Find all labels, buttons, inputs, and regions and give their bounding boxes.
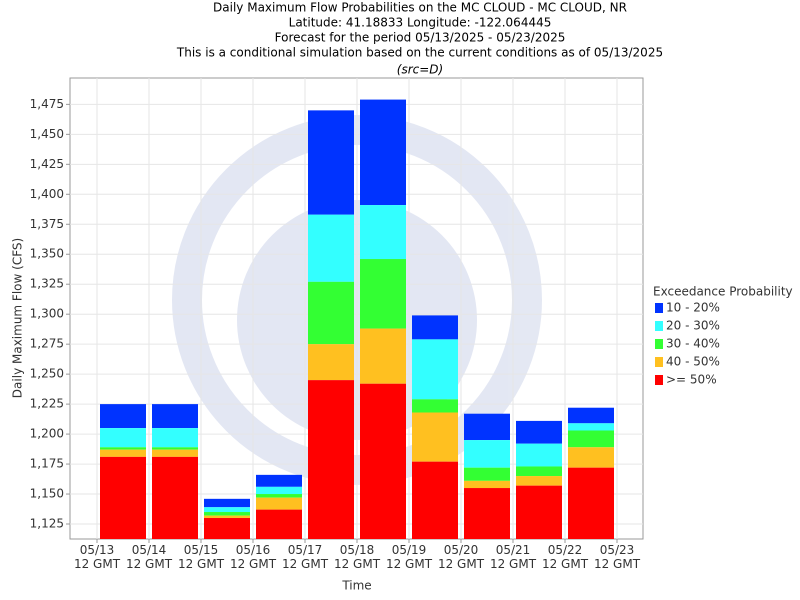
y-tick-label: 1,275 xyxy=(30,337,64,351)
legend-label: 20 - 30% xyxy=(666,319,720,333)
bar-segment xyxy=(360,205,406,260)
x-tick-label: 05/23 12 GMT xyxy=(594,543,641,571)
y-tick-label: 1,250 xyxy=(30,367,64,381)
y-tick-label: 1,400 xyxy=(30,187,64,201)
legend-label: >= 50% xyxy=(666,373,717,387)
bar-segment xyxy=(256,494,302,498)
bar-segment xyxy=(308,281,354,345)
bar-segment xyxy=(360,259,406,329)
legend-swatch xyxy=(655,339,663,349)
bar-segment xyxy=(464,440,510,468)
bar-segment xyxy=(568,467,614,539)
bar-segment xyxy=(412,399,458,413)
bar-segment xyxy=(256,474,302,487)
bar-segment xyxy=(412,339,458,400)
x-tick-label: 05/15 12 GMT xyxy=(178,543,225,571)
bar-segment xyxy=(464,480,510,489)
bar-segment xyxy=(568,447,614,468)
bar-segment xyxy=(516,476,562,486)
bar-segment xyxy=(100,428,146,448)
bar-segment xyxy=(308,344,354,381)
bar-segment xyxy=(152,447,198,450)
x-tick-label: 05/21 12 GMT xyxy=(490,543,537,571)
bar-segment xyxy=(568,430,614,448)
bar-segment xyxy=(256,497,302,510)
chart-title: Forecast for the period 05/13/2025 - 05/… xyxy=(275,31,566,45)
legend-title: Exceedance Probability xyxy=(653,285,793,299)
bar-segment xyxy=(412,461,458,539)
bar-segment xyxy=(360,383,406,539)
x-tick-label: 05/14 12 GMT xyxy=(126,543,173,571)
legend-label: 40 - 50% xyxy=(666,355,720,369)
y-tick-label: 1,200 xyxy=(30,427,64,441)
x-tick-label: 05/22 12 GMT xyxy=(542,543,589,571)
bar-segment xyxy=(464,488,510,539)
bar-segment xyxy=(100,447,146,450)
bar-segment xyxy=(360,328,406,384)
legend-swatch xyxy=(655,357,663,367)
y-tick-label: 1,425 xyxy=(30,157,64,171)
chart-title: This is a conditional simulation based o… xyxy=(176,46,663,60)
y-tick-label: 1,475 xyxy=(30,97,64,111)
bar-segment xyxy=(516,485,562,539)
y-tick-label: 1,125 xyxy=(30,517,64,531)
bar-segment xyxy=(100,449,146,457)
bar-segment xyxy=(308,110,354,215)
x-tick-label: 05/18 12 GMT xyxy=(334,543,381,571)
y-tick-label: 1,375 xyxy=(30,217,64,231)
legend-swatch xyxy=(655,375,663,385)
x-tick-label: 05/13 12 GMT xyxy=(74,543,121,571)
bar-segment xyxy=(256,486,302,495)
bar-segment xyxy=(204,507,250,513)
bar-segment xyxy=(360,99,406,206)
bar-segment xyxy=(464,467,510,481)
bar-segment xyxy=(568,407,614,424)
y-tick-label: 1,175 xyxy=(30,457,64,471)
legend-label: 30 - 40% xyxy=(666,337,720,351)
x-tick-label: 05/20 12 GMT xyxy=(438,543,485,571)
legend-swatch xyxy=(655,303,663,313)
y-tick-label: 1,300 xyxy=(30,307,64,321)
bar-segment xyxy=(100,456,146,539)
y-tick-label: 1,350 xyxy=(30,247,64,261)
y-tick-label: 1,325 xyxy=(30,277,64,291)
chart-title: Latitude: 41.18833 Longitude: -122.06444… xyxy=(289,16,552,30)
x-tick-label: 05/17 12 GMT xyxy=(282,543,329,571)
legend-label: 10 - 20% xyxy=(666,301,720,315)
bar-segment xyxy=(568,423,614,431)
chart-title: Daily Maximum Flow Probabilities on the … xyxy=(213,1,627,15)
bar-segment xyxy=(516,466,562,477)
subtitle: (src=D) xyxy=(397,63,443,77)
x-tick-label: 05/19 12 GMT xyxy=(386,543,433,571)
bar-segment xyxy=(152,449,198,457)
bar-segment xyxy=(516,420,562,444)
bar-segment xyxy=(256,509,302,539)
bar-segment xyxy=(204,515,250,519)
bar-segment xyxy=(308,380,354,539)
y-tick-label: 1,450 xyxy=(30,127,64,141)
x-axis-label: Time xyxy=(341,579,371,593)
y-tick-label: 1,150 xyxy=(30,487,64,501)
legend-swatch xyxy=(655,321,663,331)
bar-segment xyxy=(308,214,354,282)
bar-segment xyxy=(204,512,250,516)
bar-segment xyxy=(204,498,250,508)
x-tick-label: 05/16 12 GMT xyxy=(230,543,277,571)
bar-segment xyxy=(152,428,198,448)
bar-segment xyxy=(100,404,146,429)
bar-segment xyxy=(412,412,458,462)
bar-segment xyxy=(204,518,250,539)
bar-segment xyxy=(152,404,198,429)
y-axis-label: Daily Maximum Flow (CFS) xyxy=(11,238,25,398)
bar-segment xyxy=(152,456,198,539)
bar-segment xyxy=(412,315,458,340)
bar-segment xyxy=(516,443,562,467)
bar-segment xyxy=(464,413,510,441)
y-tick-label: 1,225 xyxy=(30,397,64,411)
